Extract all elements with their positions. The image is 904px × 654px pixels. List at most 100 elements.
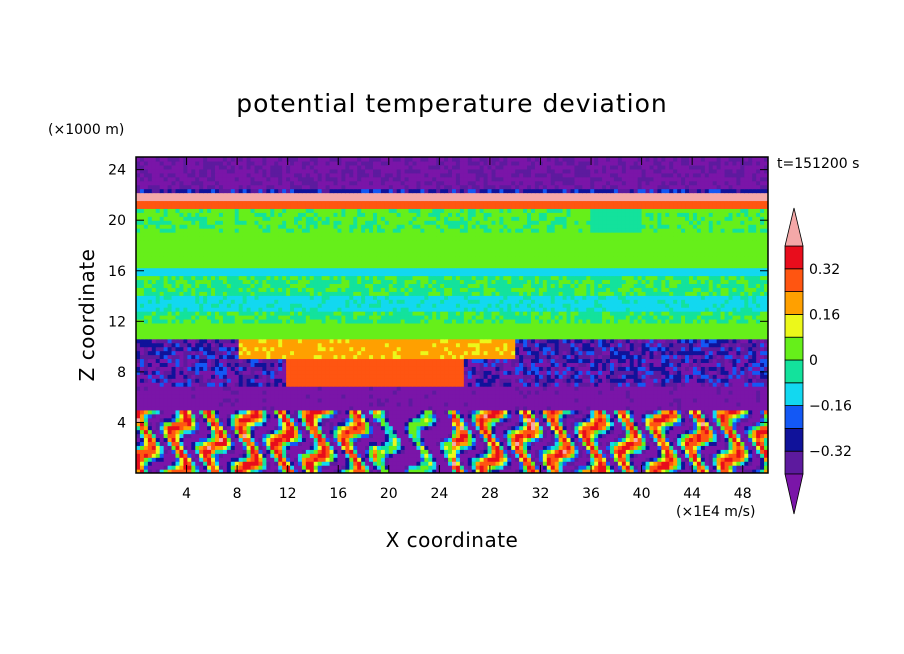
heatmap-cell: [262, 413, 267, 419]
heatmap-cell: [645, 433, 651, 439]
heatmap-cell: [487, 409, 493, 415]
heatmap-cell: [708, 374, 714, 379]
heatmap-cell: [673, 433, 678, 439]
heatmap-cell: [534, 394, 540, 399]
heatmap-cell: [175, 378, 181, 383]
heatmap-cell: [207, 354, 212, 360]
heatmap-cell: [487, 413, 493, 419]
heatmap-cell: [297, 374, 303, 379]
heatmap-cell: [523, 465, 528, 470]
heatmap-cell: [297, 370, 303, 375]
heatmap-cell: [400, 405, 406, 411]
heatmap-cell: [467, 370, 473, 375]
heatmap-cell: [637, 417, 643, 423]
heatmap-cell: [361, 453, 366, 458]
heatmap-cell: [270, 354, 275, 360]
heatmap-cell: [317, 378, 323, 383]
heatmap-cell: [400, 465, 406, 470]
heatmap-cell: [629, 461, 635, 466]
heatmap-cell: [207, 465, 212, 470]
heatmap-cell: [495, 362, 500, 367]
heatmap-cell: [218, 397, 224, 403]
heatmap-cell: [728, 441, 734, 446]
heatmap-cell: [566, 397, 572, 403]
heatmap-cell: [270, 370, 275, 375]
heatmap-cell: [550, 413, 556, 419]
heatmap-cell: [404, 413, 410, 419]
heatmap-cell: [412, 354, 418, 360]
heatmap-cell: [459, 386, 465, 391]
heatmap-cell: [534, 362, 540, 367]
heatmap-cell: [171, 417, 177, 423]
heatmap-cell: [649, 469, 655, 473]
heatmap-cell: [475, 413, 481, 419]
heatmap-cell: [562, 441, 568, 446]
heatmap-cell: [388, 441, 394, 446]
heatmap-cell: [258, 425, 263, 431]
heatmap-cell: [685, 421, 690, 427]
heatmap-cell: [266, 366, 271, 371]
heatmap-cell: [692, 421, 698, 427]
heatmap-cell: [218, 453, 224, 458]
heatmap-cell: [637, 421, 643, 427]
heatmap-cell: [404, 425, 410, 431]
heatmap-cell: [317, 382, 323, 387]
heatmap-cell: [396, 413, 402, 419]
heatmap-cell: [689, 409, 694, 415]
heatmap-cell: [700, 465, 706, 470]
heatmap-cell: [317, 461, 323, 466]
heatmap-cell: [740, 374, 745, 379]
heatmap-cell: [594, 429, 599, 435]
heatmap-cell: [685, 378, 690, 383]
heatmap-cell: [570, 374, 576, 379]
heatmap-cell: [487, 350, 493, 356]
heatmap-cell: [558, 405, 564, 411]
heatmap-cell: [211, 346, 216, 352]
heatmap-cell: [341, 386, 346, 391]
heatmap-cell: [179, 453, 184, 458]
heatmap-cell: [147, 397, 153, 403]
heatmap-cell: [554, 425, 560, 431]
heatmap-cell: [262, 445, 267, 450]
heatmap-cell: [191, 421, 196, 427]
heatmap-cell: [578, 461, 583, 466]
heatmap-cell: [215, 449, 220, 454]
heatmap-cell: [246, 461, 252, 466]
heatmap-cell: [412, 433, 418, 439]
heatmap-cell: [728, 437, 734, 442]
heatmap-cell: [661, 382, 666, 387]
heatmap-cell: [309, 354, 315, 360]
heatmap-cell: [574, 394, 579, 399]
heatmap-cell: [748, 374, 753, 379]
heatmap-cell: [546, 358, 552, 363]
heatmap-cell: [290, 358, 295, 363]
heatmap-cell: [582, 465, 587, 470]
heatmap-cell: [538, 401, 544, 407]
heatmap-cell: [151, 457, 157, 462]
heatmap-cell: [610, 401, 615, 407]
heatmap-cell: [653, 449, 658, 454]
heatmap-cell: [641, 465, 647, 470]
heatmap-cell: [515, 453, 520, 458]
heatmap-cell: [483, 425, 489, 431]
heatmap-cell: [495, 449, 500, 454]
heatmap-cell: [282, 394, 287, 399]
heatmap-cell: [211, 461, 216, 466]
heatmap-cell: [649, 453, 655, 458]
heatmap-cell: [507, 449, 512, 454]
heatmap-cell: [760, 350, 765, 356]
heatmap-cell: [396, 465, 402, 470]
heatmap-cell: [400, 378, 406, 383]
heatmap-cell: [282, 366, 287, 371]
heatmap-cell: [448, 465, 453, 470]
heatmap-cell: [519, 370, 524, 375]
heatmap-cell: [689, 425, 694, 431]
heatmap-cell: [218, 362, 224, 367]
heatmap-cell: [692, 425, 698, 431]
heatmap-cell: [515, 449, 520, 454]
heatmap-cell: [736, 378, 741, 383]
heatmap-cell: [266, 457, 271, 462]
heatmap-cell: [136, 382, 141, 387]
heatmap-cell: [590, 429, 595, 435]
heatmap-cell: [744, 405, 749, 411]
